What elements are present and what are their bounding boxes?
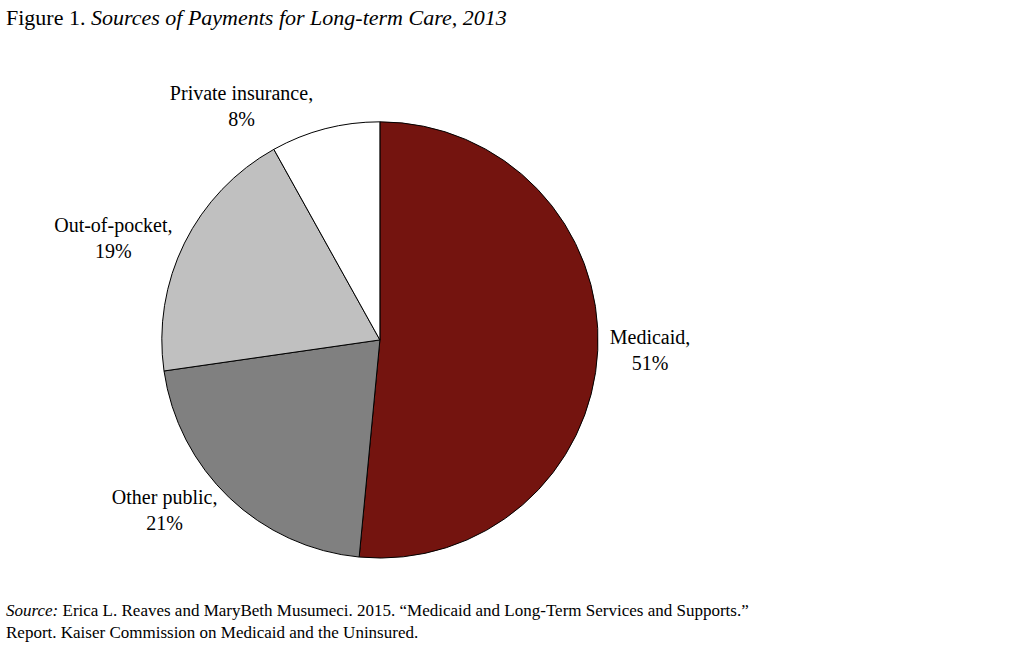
svg-text:Private insurance,8%: Private insurance,8% bbox=[170, 82, 313, 130]
svg-text:Medicaid,51%: Medicaid,51% bbox=[610, 326, 691, 374]
svg-text:Out-of-pocket,19%: Out-of-pocket,19% bbox=[54, 214, 172, 262]
svg-text:Source: Erica L. Reaves and Ma: Source: Erica L. Reaves and MaryBeth Mus… bbox=[6, 601, 749, 642]
svg-text:Other public,21%: Other public,21% bbox=[112, 486, 218, 534]
svg-text:Figure 1. Sources of Payments: Figure 1. Sources of Payments for Long-t… bbox=[6, 5, 507, 30]
